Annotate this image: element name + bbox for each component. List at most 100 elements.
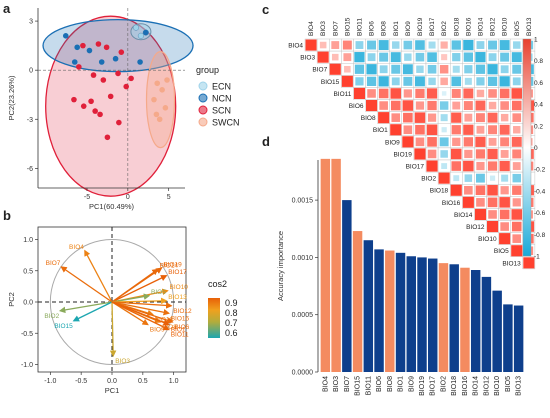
cos2-tick-label: 0.8 [225,308,238,318]
heatmap-square [487,148,498,160]
heatmap-square [440,114,448,122]
heatmap-square [367,53,376,62]
vector-label-bio17: BIO17 [168,269,187,276]
panel-c-letter: c [262,2,269,17]
heatmap-square [391,77,400,86]
heatmap-square [451,88,461,98]
heatmap-square [427,113,437,122]
y-tick-label: 0.0005 [292,312,314,319]
point-scn [115,70,121,77]
heatmap-square [415,52,425,62]
point-swcn [162,105,169,111]
bar-bio4 [320,158,331,372]
heatmap-square [341,75,353,87]
vector-label-bio2: BIO2 [44,313,59,320]
heatmap-square [414,76,425,87]
panel-a-letter: a [3,1,11,16]
row-label: BIO3 [300,55,315,62]
heatmap-square [416,65,424,73]
heatmap-square [463,101,473,111]
vector-label-bio1: BIO1 [171,327,186,334]
bar-label-bio7: BIO7 [344,376,351,392]
vector-label-bio19: BIO19 [163,261,182,268]
point-scn [80,42,86,49]
col-label: BIO19 [417,17,424,36]
heatmap-square [513,41,521,49]
heatmap-square [463,88,474,99]
legend-swatch-scn [198,105,208,115]
col-label: BIO1 [393,21,400,36]
scn-ellipse [45,15,177,197]
heatmap-square [464,77,472,85]
row-label: BIO1 [373,127,388,134]
cos2-tick-label: 0.6 [225,328,238,338]
colorbar-tick-label: 0.6 [534,80,543,87]
heatmap-square [451,76,462,87]
heatmap-square [390,52,401,63]
heatmap-square [402,64,413,75]
heatmap-square [390,88,402,99]
point-ncn [74,44,80,51]
heatmap-square [441,54,448,61]
heatmap-square [451,112,462,123]
vector-label-bio12: BIO12 [173,308,192,315]
y-tick-label: 0 [29,68,33,75]
y-tick-label: 0.5 [23,268,33,275]
heatmap-square [499,76,510,87]
heatmap-square [451,161,462,171]
row-label: BIO11 [333,91,351,98]
legend-swatch-swcn [198,117,208,127]
heatmap-square [439,65,449,74]
col-label: BIO8 [381,21,388,36]
bar-bio12 [481,276,492,372]
heatmap-square [512,77,521,86]
colorbar-tick-label: -1 [534,254,540,261]
heatmap-square [476,41,485,49]
point-ncn [86,47,93,54]
bar-bio7 [342,200,352,372]
row-label: BIO5 [494,248,509,255]
heatmap-square [462,196,474,208]
row-label: BIO13 [502,260,521,267]
heatmap-square [379,52,389,62]
y-axis-label: Accuracy importance [276,231,285,301]
heatmap-square [512,64,522,74]
heatmap-square [305,39,317,51]
vector-bio1 [111,301,170,326]
y-tick-label: -6 [27,166,33,173]
heatmap-square [391,113,401,122]
vector-label-bio15: BIO15 [54,323,73,330]
heatmap-square [512,173,521,183]
vector-bio17 [111,275,168,303]
bar-label-bio17: BIO17 [430,376,437,396]
heatmap-square [403,112,413,123]
heatmap-square [428,77,436,86]
heatmap-square [523,257,535,269]
heatmap-square [367,89,376,98]
bar-label-bio16: BIO16 [462,376,469,396]
heatmap-square [512,162,521,170]
heatmap-square [500,222,509,231]
col-label: BIO12 [490,17,497,36]
heatmap-square [499,160,510,172]
heatmap-square [366,64,377,75]
heatmap-square [355,77,364,86]
heatmap-square [452,137,461,146]
bar-bio10 [492,290,502,372]
heatmap-square [511,221,522,232]
heatmap-square [499,40,510,51]
col-label: BIO9 [405,21,412,36]
heatmap-square [500,186,509,195]
heatmap-square [499,197,510,208]
panel-d-letter: d [262,134,270,149]
heatmap-square [403,89,412,98]
bar-label-bio2: BIO2 [440,376,447,392]
bar-bio11 [363,240,374,372]
ncn-ellipse [42,18,194,73]
heatmap-square [511,209,523,220]
heatmap-square [475,113,485,123]
heatmap-square [488,125,498,135]
heatmap-square [512,185,522,195]
point-ncn [143,29,149,36]
